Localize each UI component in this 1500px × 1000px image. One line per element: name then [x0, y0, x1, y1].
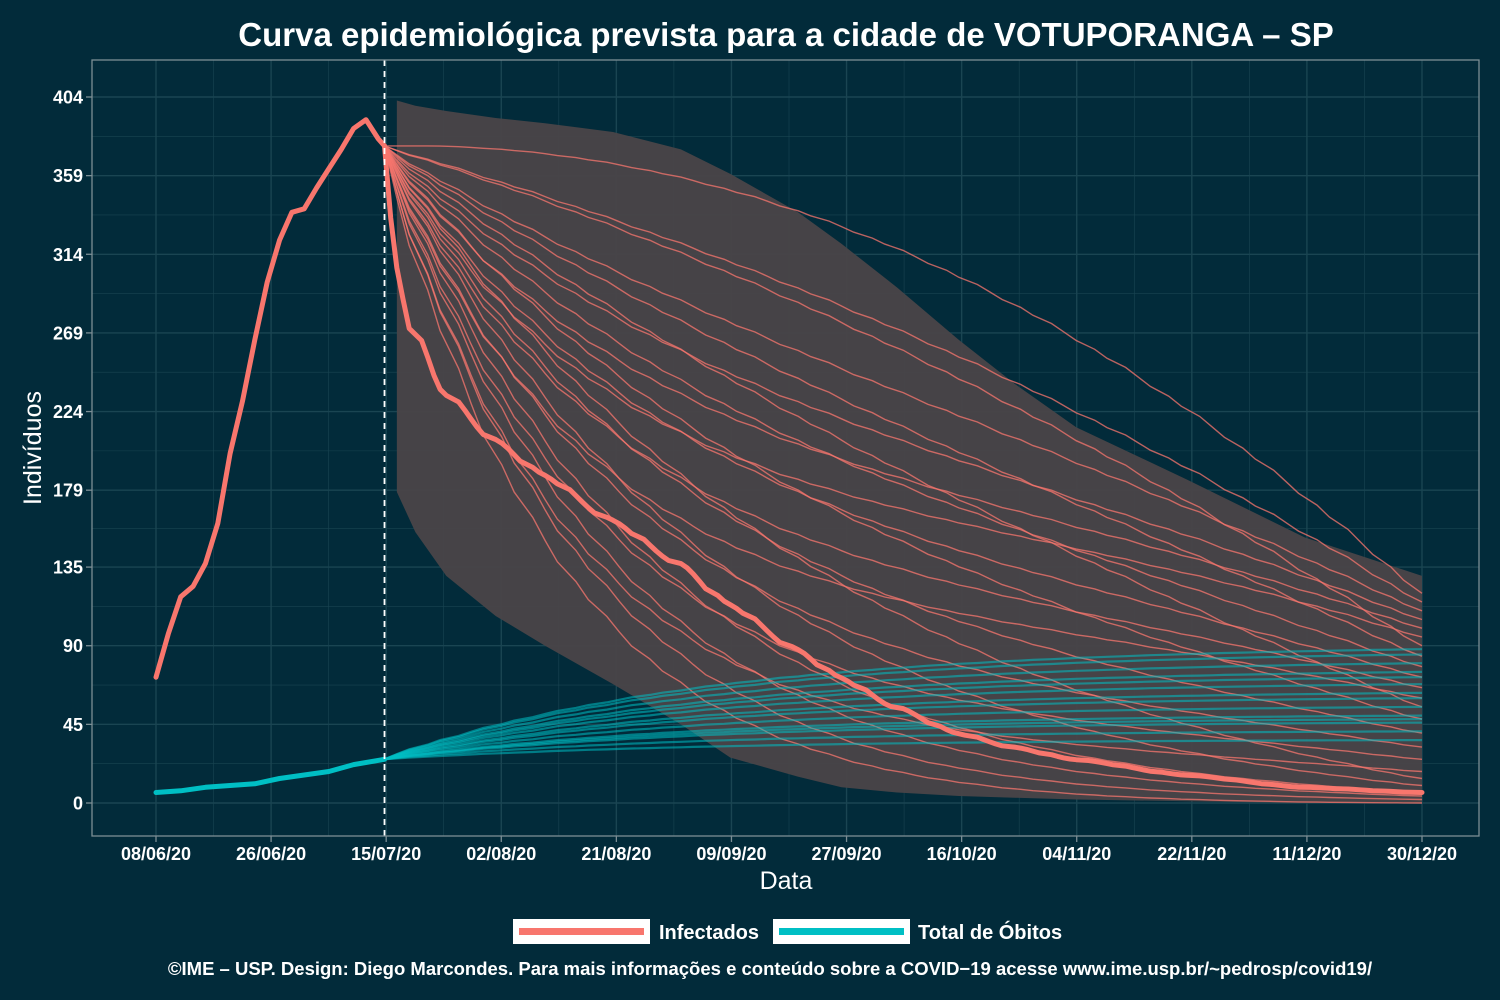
legend: Infectados Total de Óbitos [513, 919, 1062, 944]
deaths-scenario-line [384, 718, 1423, 761]
x-tick-label: 30/12/20 [1387, 844, 1457, 864]
y-axis-label: Indivíduos [19, 391, 47, 505]
y-axis-ticks: 0 45 90 135 179 224 269 314 359 404 [53, 88, 92, 814]
deaths-scenario-line [384, 721, 1423, 761]
infected-scenario-line [384, 145, 1423, 708]
plot-frame [91, 59, 1480, 837]
y-tick-label: 224 [53, 402, 83, 422]
x-tick-label: 11/12/20 [1272, 844, 1341, 864]
infected-confidence-band [396, 100, 1423, 803]
deaths-scenario-line [384, 670, 1423, 761]
infected-scenario-line [384, 145, 1423, 594]
plot-area [91, 59, 1480, 837]
x-tick-label: 08/06/20 [121, 844, 191, 864]
deaths-scenario-line [384, 676, 1423, 761]
infected-scenario-line [384, 145, 1423, 647]
chart-title: Curva epidemiológica prevista para a cid… [238, 16, 1333, 53]
infected-scenario-line [384, 145, 1423, 657]
y-tick-label: 314 [53, 245, 83, 265]
y-tick-label: 45 [63, 715, 83, 735]
x-tick-label: 16/10/20 [927, 844, 997, 864]
x-tick-label: 15/07/20 [351, 844, 421, 864]
y-tick-label: 179 [53, 481, 83, 501]
deaths-scenario-line [384, 705, 1423, 761]
infected-scenario-line [383, 145, 1423, 638]
y-tick-label: 269 [53, 323, 83, 343]
infected-scenario-line [383, 145, 1423, 621]
deaths-scenario-line [384, 730, 1422, 761]
deaths-scenario-line [384, 653, 1423, 761]
infected-scenario-line [383, 145, 1423, 773]
main-series-layer [153, 60, 1425, 836]
infected-scenario-line [383, 145, 1423, 668]
legend-label-infectados: Infectados [659, 922, 759, 944]
infected-scenario-line [383, 145, 1423, 804]
deaths-scenario-line [384, 739, 1422, 761]
x-tick-label: 26/06/20 [236, 844, 306, 864]
x-tick-label: 21/08/20 [581, 844, 651, 864]
deaths-scenario-line [384, 714, 1423, 761]
legend-label-obitos: Total de Óbitos [918, 920, 1062, 944]
infected-scenario-line [383, 145, 1423, 797]
y-tick-label: 135 [53, 558, 83, 578]
x-tick-label: 02/08/20 [466, 844, 536, 864]
infected-scenario-line [383, 145, 1423, 678]
infected-scenario-line [383, 145, 1423, 720]
deaths-scenario-line [384, 648, 1423, 761]
infected-observed-line [153, 117, 387, 680]
x-axis-ticks: 08/06/20 26/06/20 15/07/20 02/08/20 21/08/20… [121, 836, 1457, 864]
x-tick-label: 22/11/20 [1157, 844, 1226, 864]
x-tick-label: 04/11/20 [1042, 844, 1111, 864]
infected-scenario-line [383, 145, 1423, 689]
y-tick-label: 90 [63, 636, 83, 656]
infected-scenario-line [384, 145, 1423, 603]
infected-scenario-line [384, 145, 1423, 612]
deaths-scenario-line [384, 691, 1423, 761]
x-axis-label: Data [760, 867, 813, 895]
infected-scenario-line [383, 145, 1423, 699]
infected-scenario-line [383, 145, 1423, 629]
y-tick-label: 359 [53, 166, 83, 186]
x-tick-label: 27/09/20 [812, 844, 882, 864]
deaths-scenario-line [384, 662, 1423, 761]
y-tick-label: 0 [73, 794, 83, 814]
caption: ©IME – USP. Design: Diego Marcondes. Par… [168, 958, 1372, 979]
x-tick-label: 09/09/20 [696, 844, 766, 864]
infected-median-forecast-line [382, 143, 1425, 795]
deaths-scenario-line [384, 683, 1423, 761]
confidence-band-layer [396, 100, 1423, 803]
y-tick-label: 404 [53, 88, 83, 108]
deaths-observed-line [153, 756, 387, 795]
infected-scenario-line [383, 145, 1423, 801]
